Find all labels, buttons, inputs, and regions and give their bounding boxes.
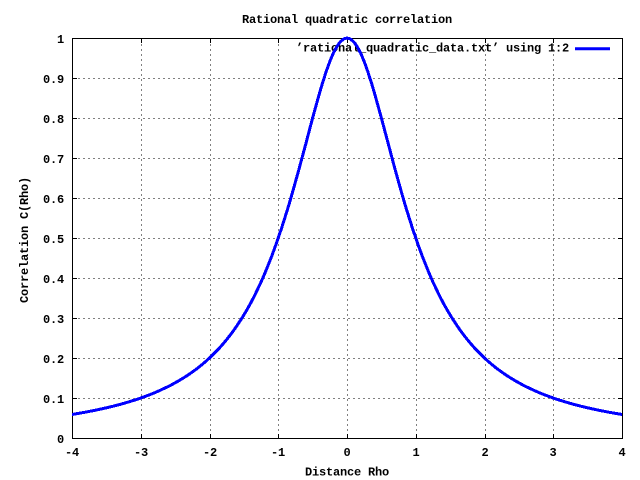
svg-text:Distance Rho: Distance Rho: [305, 466, 389, 480]
svg-text:0.1: 0.1: [43, 393, 64, 407]
svg-text:0.2: 0.2: [43, 353, 64, 367]
svg-text:0.4: 0.4: [43, 273, 64, 287]
svg-text:0.8: 0.8: [43, 113, 64, 127]
svg-text:Rational quadratic correlation: Rational quadratic correlation: [242, 13, 452, 27]
svg-text:-4: -4: [65, 446, 79, 460]
svg-text:-1: -1: [271, 446, 285, 460]
svg-text:1: 1: [57, 33, 64, 47]
svg-text:Correlation C(Rho): Correlation C(Rho): [18, 177, 32, 303]
svg-text:0.9: 0.9: [43, 73, 64, 87]
svg-text:0.3: 0.3: [43, 313, 64, 327]
svg-text:-3: -3: [134, 446, 148, 460]
svg-text:0.6: 0.6: [43, 193, 64, 207]
svg-text:0: 0: [57, 433, 64, 447]
svg-text:2: 2: [481, 446, 488, 460]
svg-text:1: 1: [412, 446, 419, 460]
svg-text:0.7: 0.7: [43, 153, 64, 167]
svg-text:’rational_quadratic_data.txt’: ’rational_quadratic_data.txt’ using 1:2: [296, 42, 569, 56]
svg-text:3: 3: [549, 446, 556, 460]
svg-text:0: 0: [343, 446, 350, 460]
svg-text:-2: -2: [203, 446, 217, 460]
svg-text:0.5: 0.5: [43, 233, 64, 247]
svg-text:4: 4: [618, 446, 625, 460]
